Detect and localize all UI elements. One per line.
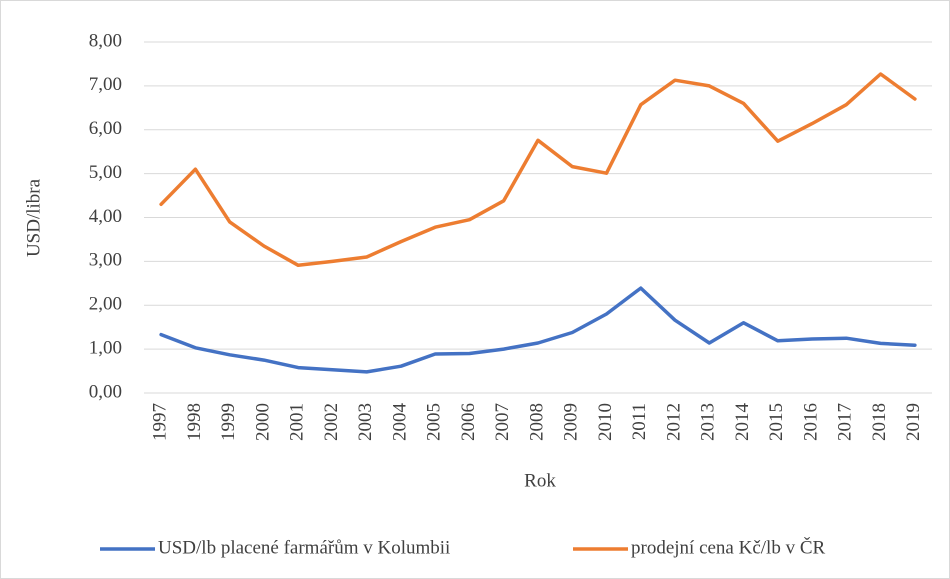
x-tick-label: 2000 [252,403,273,441]
y-tick-label: 5,00 [89,162,122,183]
y-tick-label: 0,00 [89,381,122,402]
x-tick-label: 2019 [903,403,924,441]
y-tick-label: 8,00 [89,30,122,51]
y-tick-label: 6,00 [89,118,122,139]
y-tick-label: 1,00 [89,337,122,358]
legend-label: USD/lb placené farmářům v Kolumbii [158,537,450,558]
x-tick-label: 2006 [458,403,479,441]
y-tick-label: 4,00 [89,206,122,227]
x-tick-label: 1997 [149,403,170,441]
x-tick-label: 2003 [355,403,376,441]
y-axis-label: USD/libra [23,178,44,257]
x-tick-label: 2004 [389,403,410,442]
y-tick-label: 3,00 [89,250,122,271]
x-tick-label: 2014 [732,403,753,442]
x-axis-label: Rok [524,470,556,491]
x-tick-label: 2018 [869,403,890,441]
x-tick-label: 2007 [492,403,513,441]
x-tick-label: 2017 [835,403,856,441]
x-tick-label: 2011 [629,403,650,440]
x-tick-label: 2013 [698,403,719,441]
x-tick-label: 2002 [321,403,342,441]
x-tick-label: 2016 [800,403,821,441]
x-tick-label: 2001 [287,403,308,441]
x-tick-label: 2009 [561,403,582,441]
x-tick-label: 2015 [766,403,787,441]
series-line [159,72,917,268]
series-line [159,286,917,374]
x-tick-label: 2008 [526,403,547,441]
x-tick-label: 2012 [663,403,684,441]
y-tick-label: 2,00 [89,294,122,315]
y-tick-label: 7,00 [89,74,122,95]
x-tick-label: 1999 [218,403,239,441]
x-tick-label: 2010 [595,403,616,441]
legend-label: prodejní cena Kč/lb v ČR [631,536,826,558]
x-tick-label: 2005 [424,403,445,441]
x-tick-label: 1998 [184,403,205,441]
